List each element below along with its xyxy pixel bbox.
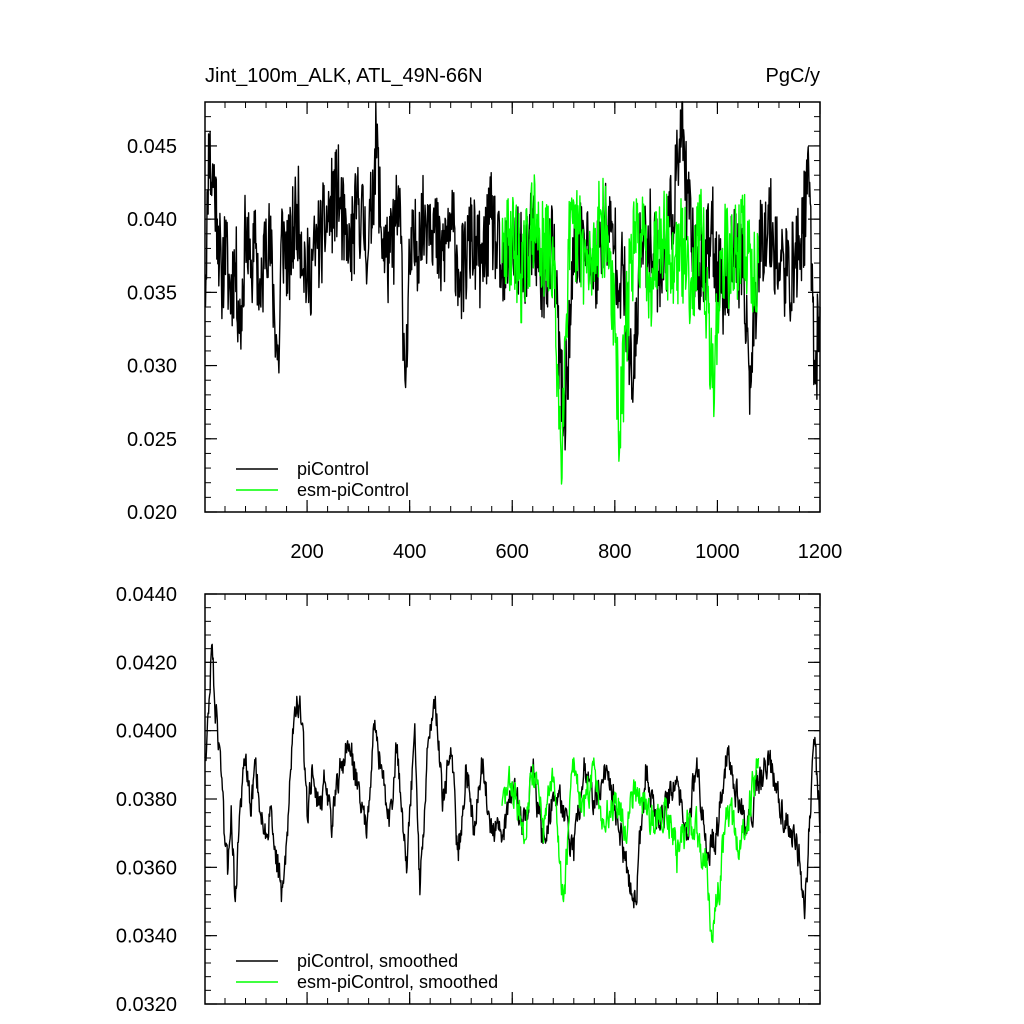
top-x-tick-label: 1000 [695, 541, 740, 563]
bottom-y-tick-label: 0.0420 [116, 652, 177, 674]
top-y-tick-label: 0.035 [127, 282, 177, 304]
bottom-panel: 0.0320 0.0340 0.0360 0.0380 0.0400 0.0420 0.04… [116, 584, 821, 1016]
top-x-tick-label: 600 [496, 541, 529, 563]
top-chart-title: Jint_100m_ALK, ATL_49N-66N [205, 65, 483, 87]
top-series-layer [204, 101, 821, 485]
top-x-tick-label: 200 [290, 541, 323, 563]
top-y-tick-label: 0.045 [127, 136, 177, 158]
bottom-y-tick-label: 0.0340 [116, 926, 177, 948]
top-chart-units: PgC/y [766, 65, 820, 87]
top-y-tick-label: 0.025 [127, 429, 177, 451]
top-x-tick-label: 800 [598, 541, 631, 563]
top-legend-label-esm-picontrol: esm-piControl [297, 480, 409, 500]
top-x-tick-label: 400 [393, 541, 426, 563]
top-series-line-esm-picontrol [501, 174, 760, 485]
top-panel: Jint_100m_ALK, ATL_49N-66N PgC/y 0.0200.… [127, 65, 842, 563]
bottom-series-line-esm-picontrol-smoothed [501, 757, 760, 944]
bottom-y-tick-label: 0.0360 [116, 857, 177, 879]
bottom-y-tick-label: 0.0400 [116, 721, 177, 743]
bottom-y-tick-label: 0.0440 [116, 584, 177, 606]
bottom-series-layer [204, 643, 821, 944]
bottom-y-tick-label: 0.0320 [116, 994, 177, 1016]
top-y-tick-label: 0.030 [127, 356, 177, 378]
bottom-legend-label-esm-picontrol: esm-piControl, smoothed [297, 972, 498, 992]
top-legend-label-picontrol: piControl [297, 459, 369, 479]
top-y-tick-label: 0.040 [127, 209, 177, 231]
bottom-legend-label-picontrol: piControl, smoothed [297, 951, 458, 971]
top-y-tick-label: 0.020 [127, 502, 177, 524]
top-axes-layer: 0.020 0.025 0.030 0.035 0.040 0.045 200 400 600 8… [127, 101, 843, 563]
bottom-y-tick-label: 0.0380 [116, 789, 177, 811]
top-x-tick-label: 1200 [798, 541, 843, 563]
bottom-axes-layer: 0.0320 0.0340 0.0360 0.0380 0.0400 0.0420 0.04… [116, 584, 821, 1016]
